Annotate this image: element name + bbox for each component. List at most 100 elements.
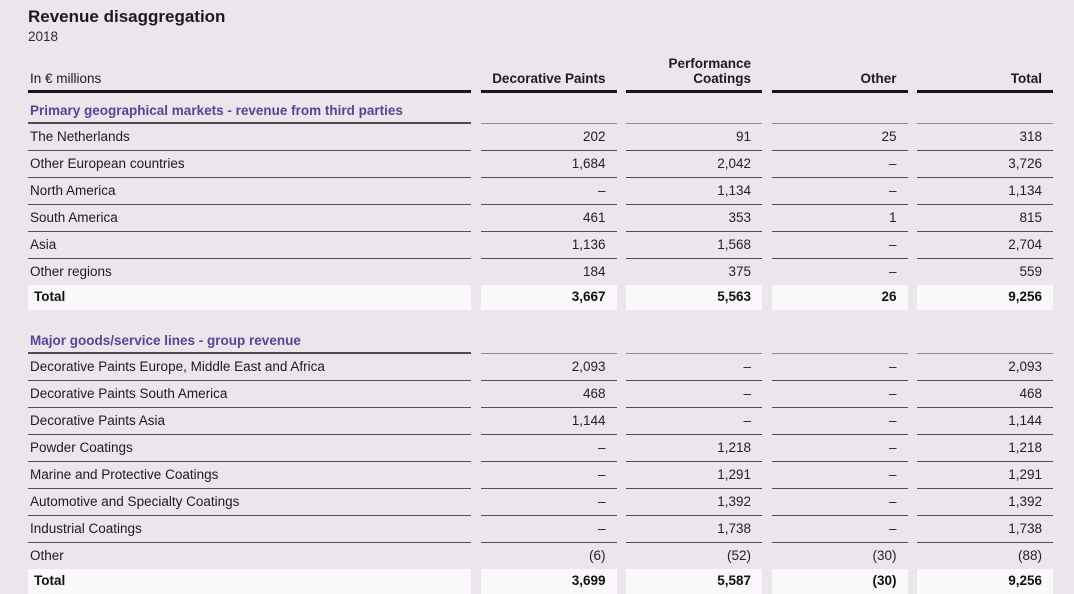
- cell-value: –: [771, 462, 908, 489]
- total-value: (30): [771, 569, 908, 594]
- cell-value: 1,392: [626, 489, 762, 516]
- cell-value: 1,136: [480, 232, 617, 259]
- table-header-row: In € millions Decorative Paints Performa…: [28, 45, 1053, 93]
- cell-value: –: [626, 408, 762, 435]
- table-row: Other (6) (52) (30) (88): [28, 543, 1053, 569]
- total-label: Total: [28, 285, 471, 310]
- cell-value: 468: [480, 381, 617, 408]
- total-value: 3,699: [480, 569, 617, 594]
- cell-value: –: [771, 408, 908, 435]
- cell-value: 1,738: [917, 516, 1053, 543]
- row-label: Marine and Protective Coatings: [28, 462, 471, 489]
- cell-value: –: [626, 381, 762, 408]
- table-row: Other European countries 1,684 2,042–3,726: [28, 151, 1053, 178]
- column-header-other: Other: [771, 71, 908, 93]
- cell-value: 1,218: [626, 435, 762, 462]
- section-heading-spacer: [626, 353, 762, 354]
- page-title: Revenue disaggregation: [28, 7, 226, 26]
- cell-value: –: [480, 462, 617, 489]
- cell-value: 91: [626, 124, 762, 151]
- cell-value: –: [480, 516, 617, 543]
- cell-value: –: [480, 489, 617, 516]
- section-heading-spacer: [480, 353, 617, 354]
- row-label: Other regions: [30, 264, 112, 279]
- cell-value: (52): [726, 548, 751, 563]
- cell-value: –: [480, 178, 617, 205]
- page-subtitle: 2018: [28, 29, 59, 44]
- table-row: Industrial Coatings –1,738–1,738: [28, 516, 1053, 543]
- row-label: Automotive and Specialty Coatings: [28, 489, 471, 516]
- cell-value: 184: [582, 264, 606, 279]
- column-header-decorative-paints: Decorative Paints: [480, 71, 617, 93]
- column-header-performance-coatings: Performance Coatings: [626, 56, 762, 93]
- table-row: South America 461 353 1 815: [28, 205, 1053, 232]
- cell-value: 25: [771, 124, 908, 151]
- cell-value: 2,704: [917, 232, 1053, 259]
- total-row: Total 3,667 5,563 26 9,256: [28, 285, 1053, 310]
- cell-value: 3,726: [917, 151, 1053, 178]
- cell-value: 559: [1019, 264, 1042, 279]
- cell-value: 468: [917, 381, 1053, 408]
- cell-value: 202: [480, 124, 617, 151]
- cell-value: 2,093: [480, 354, 617, 381]
- cell-value: 461: [480, 205, 617, 232]
- table-row: North America –1,134–1,134: [28, 178, 1053, 205]
- table-row: Decorative Paints Europe, Middle East an…: [28, 354, 1053, 381]
- total-label: Total: [28, 569, 471, 594]
- cell-value: –: [771, 381, 908, 408]
- cell-value: 1,738: [626, 516, 762, 543]
- table-row: Marine and Protective Coatings –1,291–1,2…: [28, 462, 1053, 489]
- row-label: Industrial Coatings: [28, 516, 471, 543]
- row-label: Powder Coatings: [28, 435, 471, 462]
- cell-value: 1,291: [917, 462, 1053, 489]
- cell-value: 1: [771, 205, 908, 232]
- total-value: 5,587: [626, 569, 762, 594]
- cell-value: –: [771, 354, 908, 381]
- cell-value: –: [771, 435, 908, 462]
- section-heading-row: Primary geographical markets - revenue f…: [28, 93, 1053, 124]
- cell-value: 375: [728, 264, 751, 279]
- row-label: Decorative Paints Europe, Middle East an…: [28, 354, 471, 381]
- row-label: North America: [28, 178, 471, 205]
- cell-value: –: [771, 232, 908, 259]
- cell-value: –: [771, 516, 908, 543]
- revenue-table: In € millions Decorative Paints Performa…: [28, 45, 1053, 594]
- total-value: 3,667: [480, 285, 617, 310]
- cell-value: (6): [589, 548, 606, 563]
- cell-value: –: [480, 435, 617, 462]
- cell-value: 1,134: [917, 178, 1053, 205]
- table-row: Decorative Paints South America 468– –468: [28, 381, 1053, 408]
- table-row: Automotive and Specialty Coatings –1,392–…: [28, 489, 1053, 516]
- cell-value: –: [626, 354, 762, 381]
- cell-value: 318: [917, 124, 1053, 151]
- table-row: The Netherlands 202 91 25 318: [28, 124, 1053, 151]
- cell-value: –: [771, 151, 908, 178]
- table-body: Primary geographical markets - revenue f…: [28, 93, 1053, 594]
- table-row: Other regions 184 375 – 559: [28, 259, 1053, 285]
- cell-value: –: [771, 489, 908, 516]
- section-heading: Major goods/service lines - group revenu…: [28, 323, 471, 354]
- cell-value: (88): [1017, 548, 1042, 563]
- row-label: Decorative Paints South America: [28, 381, 471, 408]
- row-label: Decorative Paints Asia: [28, 408, 471, 435]
- cell-value: 1,568: [626, 232, 762, 259]
- total-value: 9,256: [917, 569, 1053, 594]
- cell-value: 815: [917, 205, 1053, 232]
- table-row: Decorative Paints Asia 1,144– –1,144: [28, 408, 1053, 435]
- column-header-total: Total: [917, 71, 1053, 93]
- cell-value: –: [888, 264, 897, 279]
- row-label: South America: [28, 205, 471, 232]
- row-label: The Netherlands: [28, 124, 471, 151]
- row-label: Other: [30, 548, 64, 563]
- total-value: 26: [771, 285, 908, 310]
- row-label: Asia: [28, 232, 471, 259]
- cell-value: 353: [626, 205, 762, 232]
- cell-value: 1,291: [626, 462, 762, 489]
- section-heading-spacer: [771, 353, 908, 354]
- cell-value: 1,134: [626, 178, 762, 205]
- total-row: Total 3,699 5,587 (30) 9,256: [28, 569, 1053, 594]
- cell-value: 2,093: [917, 354, 1053, 381]
- cell-value: 2,042: [626, 151, 762, 178]
- row-label: Other European countries: [28, 151, 471, 178]
- section-heading-spacer: [480, 123, 617, 124]
